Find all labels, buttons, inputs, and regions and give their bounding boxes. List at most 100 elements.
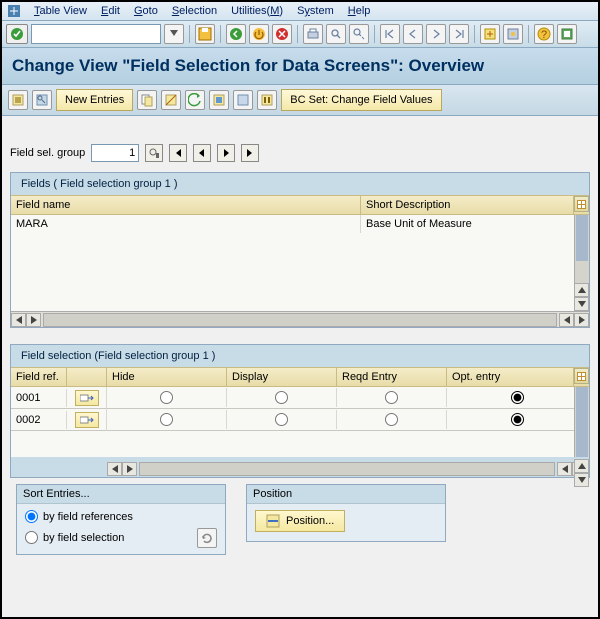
detail-button[interactable] [75,390,99,406]
reqd-radio[interactable] [385,413,398,426]
app-icon [8,5,20,17]
menu-utilities[interactable]: Utilities(M) [231,5,283,17]
back-button[interactable] [226,24,246,44]
sort-by-sel-radio[interactable] [25,531,38,544]
scroll-left-button[interactable] [11,313,26,327]
hscrollbar[interactable] [11,311,589,327]
copy-button[interactable] [137,90,157,110]
field-sel-group-input[interactable] [91,144,139,162]
position-button[interactable]: Position... [255,510,345,532]
last-page-button[interactable] [449,24,469,44]
cell-ref: 0002 [11,411,67,429]
command-field[interactable] [31,24,161,44]
menu-help[interactable]: Help [348,5,371,17]
value-help-button[interactable] [145,144,163,162]
opt-radio[interactable] [511,413,524,426]
content-area: Field sel. group Fields ( Field selectio… [2,116,598,569]
hide-radio[interactable] [160,391,173,404]
cell-short-desc: Base Unit of Measure [361,215,589,233]
table-row[interactable]: MARA Base Unit of Measure [11,215,589,233]
menu-system[interactable]: System [297,5,334,17]
undo-button[interactable] [185,90,205,110]
new-session-button[interactable] [480,24,500,44]
enter-button[interactable] [6,24,28,44]
scroll-down-button[interactable] [574,473,589,487]
scroll-right2-button[interactable] [574,313,589,327]
vscroll-arrows [574,283,589,311]
cancel-button[interactable] [272,24,292,44]
command-dropdown[interactable] [164,24,184,44]
scroll-left2-button[interactable] [559,313,574,327]
hide-radio[interactable] [160,413,173,426]
next-record-button[interactable] [217,144,235,162]
select-all-button[interactable] [209,90,229,110]
bc-set-button[interactable]: BC Set: Change Field Values [281,89,441,111]
col-reqd[interactable]: Reqd Entry [337,368,447,386]
detail-button[interactable] [75,412,99,428]
scroll-up-button[interactable] [574,283,589,297]
table-config-icon[interactable] [574,196,589,212]
opt-radio[interactable] [511,391,524,404]
fields-table-header: Field name Short Description [11,195,589,215]
scroll-right-button[interactable] [26,313,41,327]
save-button[interactable] [195,24,215,44]
app-toolbar: New Entries BC Set: Change Field Values [2,85,598,116]
refresh-sort-button[interactable] [197,528,217,548]
print-button[interactable] [303,24,323,44]
last-record-button[interactable] [241,144,259,162]
config-button[interactable] [257,90,277,110]
col-field-ref[interactable]: Field ref. [11,368,67,386]
prev-page-button[interactable] [403,24,423,44]
sort-by-ref-label: by field references [43,511,133,523]
standard-toolbar: ? [2,21,598,48]
position-box-title: Position [247,485,445,504]
display-radio[interactable] [275,391,288,404]
expand-all-button[interactable] [8,90,28,110]
page-title-bar: Change View "Field Selection for Data Sc… [2,48,598,85]
customize-button[interactable] [557,24,577,44]
display-radio[interactable] [275,413,288,426]
shortcut-button[interactable] [503,24,523,44]
deselect-all-button[interactable] [233,90,253,110]
prev-record-button[interactable] [193,144,211,162]
col-hide[interactable]: Hide [107,368,227,386]
fields-panel: Fields ( Field selection group 1 ) Field… [10,172,590,328]
field-selection-header: Field selection (Field selection group 1… [11,345,589,367]
new-entries-button[interactable]: New Entries [56,89,133,111]
field-selection-panel: Field selection (Field selection group 1… [10,344,590,478]
hscrollbar2[interactable] [11,461,589,477]
col-field-name[interactable]: Field name [11,196,361,214]
reqd-radio[interactable] [385,391,398,404]
sort-by-ref-radio[interactable] [25,510,38,523]
scroll-right-button[interactable] [122,462,137,476]
next-page-button[interactable] [426,24,446,44]
menu-goto[interactable]: Goto [134,5,158,17]
find-button[interactable] [326,24,346,44]
col-short-desc[interactable]: Short Description [361,196,574,214]
delete-button[interactable] [161,90,181,110]
find-next-button[interactable] [349,24,369,44]
scroll-left2-button[interactable] [557,462,572,476]
help-button[interactable]: ? [534,24,554,44]
table-config-icon[interactable] [574,368,589,384]
menu-bar: Table View Edit Goto Selection Utilities… [2,2,598,21]
menu-edit[interactable]: Edit [101,5,120,17]
table-row[interactable]: 0002 [11,409,589,431]
first-record-button[interactable] [169,144,187,162]
field-sel-group-label: Field sel. group [10,147,85,159]
position-button-label: Position... [286,515,334,527]
col-display[interactable]: Display [227,368,337,386]
collapse-all-button[interactable] [32,90,52,110]
col-opt[interactable]: Opt. entry [447,368,574,386]
scroll-down-button[interactable] [574,297,589,311]
col-blank[interactable] [67,368,107,386]
first-page-button[interactable] [380,24,400,44]
menu-selection[interactable]: Selection [172,5,217,17]
scroll-left-button[interactable] [107,462,122,476]
table-row[interactable]: 0001 [11,387,589,409]
scroll-up-button[interactable] [574,459,589,473]
exit-button[interactable] [249,24,269,44]
menu-table-view[interactable]: Table View [34,5,87,17]
page-title: Change View "Field Selection for Data Sc… [12,56,588,76]
vscroll-arrows [574,459,589,487]
